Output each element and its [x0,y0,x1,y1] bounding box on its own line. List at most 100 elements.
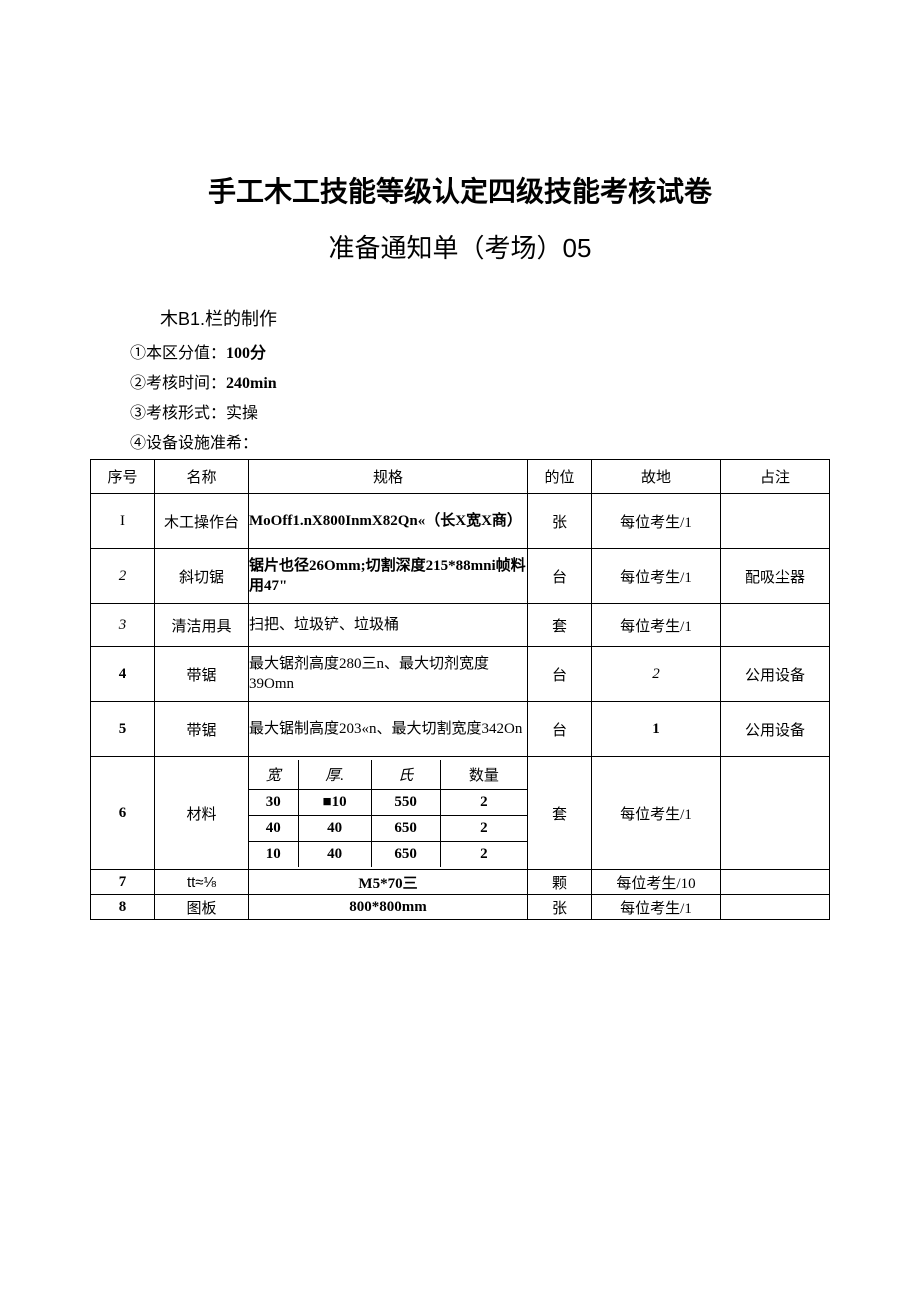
cell-name: 斜切锯 [155,549,249,604]
th-spec: 规格 [249,460,528,494]
cell-name: 带锯 [155,647,249,702]
cell-fault: 每位考生/1 [592,757,721,870]
cell-unit: 颗 [528,870,592,895]
table-row: I 木工操作台 MoOff1.nX800InmX82Qn«（长X宽X商） 张 每… [91,494,830,549]
table-row: 5 带锯 最大锯制高度203«n、最大切割宽度342On 台 1 公用设备 [91,702,830,757]
cell-note: 公用设备 [721,702,830,757]
cell-seq: 5 [91,702,155,757]
table-row: 3 清洁用具 扫把、垃圾铲、垃圾桶 套 每位考生/1 [91,604,830,647]
th-fault: 故地 [592,460,721,494]
cell-name: 木工操作台 [155,494,249,549]
cell-fault: 2 [592,647,721,702]
table-row: 6 材料 宽 厚. 氏 数量 30 ■10 550 2 [91,757,830,870]
cell-name: 图板 [155,895,249,920]
cell-unit: 台 [528,647,592,702]
table-row: 8 图板 800*800mm 张 每位考生/1 [91,895,830,920]
table-row: 7 tt≈⅛ M5*70三 颗 每位考生/10 [91,870,830,895]
info-form-prefix: ③考核形式： [130,405,226,422]
subtable-row: 40 40 650 2 [249,815,527,841]
cell-note [721,870,830,895]
sub-cell: 40 [298,841,371,867]
cell-note [721,895,830,920]
info-time: ②考核时间：240min [130,369,830,393]
th-name: 名称 [155,460,249,494]
cell-note [721,494,830,549]
sub-cell: 650 [371,841,440,867]
cell-note [721,757,830,870]
cell-seq: 6 [91,757,155,870]
cell-spec-text: 最大锯制高度203«n、最大切割宽度342On [249,721,522,737]
equipment-table: 序号 名称 规格 的位 故地 占注 I 木工操作台 MoOff1.nX800In… [90,459,830,920]
subtable-header: 宽 厚. 氏 数量 [249,760,527,790]
cell-name: 清洁用具 [155,604,249,647]
cell-spec: 最大锯剂高度280三n、最大切剂宽度39Omn [249,647,528,702]
cell-spec: MoOff1.nX800InmX82Qn«（长X宽X商） [249,494,528,549]
sub-cell: 40 [298,815,371,841]
cell-spec: 锯片也径26Omm;切割深度215*88mnі帧料用47" [249,549,528,604]
cell-unit: 台 [528,702,592,757]
cell-unit: 套 [528,604,592,647]
cell-note: 公用设备 [721,647,830,702]
sub-th-t: 厚. [298,760,371,790]
cell-unit: 台 [528,549,592,604]
subtable-row: 30 ■10 550 2 [249,789,527,815]
sub-th-w: 宽 [249,760,298,790]
info-score-prefix: ①本区分值： [130,345,226,362]
info-score-value: 100分 [226,345,266,362]
cell-seq: 2 [91,549,155,604]
sub-th-h: 氏 [371,760,440,790]
cell-note [721,604,830,647]
cell-spec-text: MoOff1.nX800InmX82Qn«（长X宽X商） [249,513,522,529]
cell-seq: 8 [91,895,155,920]
cell-seq: I [91,494,155,549]
cell-seq: 3 [91,604,155,647]
subtable-row: 10 40 650 2 [249,841,527,867]
cell-unit: 套 [528,757,592,870]
cell-spec-text: 锯片也径26Omm;切割深度215*88mnі帧料用47" [249,558,526,594]
table-row: 2 斜切锯 锯片也径26Omm;切割深度215*88mnі帧料用47" 台 每位… [91,549,830,604]
cell-unit: 张 [528,895,592,920]
sub-th-q: 数量 [440,760,527,790]
section-heading: 木B1.栏的制作 [160,305,830,331]
sub-cell: 2 [440,789,527,815]
sub-cell: 2 [440,841,527,867]
info-time-value: 240min [226,375,277,392]
material-subtable: 宽 厚. 氏 数量 30 ■10 550 2 40 40 650 [249,760,527,867]
info-time-prefix: ②考核时间： [130,375,226,392]
table-row: 4 带锯 最大锯剂高度280三n、最大切剂宽度39Omn 台 2 公用设备 [91,647,830,702]
cell-name: 带锯 [155,702,249,757]
sub-cell: 550 [371,789,440,815]
sub-cell: 650 [371,815,440,841]
cell-seq: 7 [91,870,155,895]
table-header-row: 序号 名称 规格 的位 故地 占注 [91,460,830,494]
info-score: ①本区分值：100分 [130,339,830,363]
cell-seq: 4 [91,647,155,702]
cell-unit: 张 [528,494,592,549]
cell-spec: M5*70三 [249,870,528,895]
cell-name: tt≈⅛ [155,870,249,895]
th-note: 占注 [721,460,830,494]
cell-fault: 每位考生/1 [592,895,721,920]
page-title-1: 手工木工技能等级认定四级技能考核试卷 [90,170,830,210]
sub-cell: 10 [249,841,298,867]
cell-fault: 每位考生/1 [592,604,721,647]
cell-spec-text: 最大锯剂高度280三n、最大切剂宽度39Omn [249,656,489,692]
info-equip: ④设备设施准希： [130,429,830,453]
info-form-value: 实操 [226,405,258,422]
document-page: 手工木工技能等级认定四级技能考核试卷 准备通知单（考场）05 木B1.栏的制作 … [0,0,920,920]
sub-cell: 2 [440,815,527,841]
sub-cell: ■10 [298,789,371,815]
cell-name: 材料 [155,757,249,870]
cell-spec: 800*800mm [249,895,528,920]
info-form: ③考核形式：实操 [130,399,830,423]
page-title-2: 准备通知单（考场）05 [90,228,830,265]
cell-spec: 扫把、垃圾铲、垃圾桶 [249,604,528,647]
cell-fault: 1 [592,702,721,757]
cell-fault: 每位考生/10 [592,870,721,895]
cell-spec-nested: 宽 厚. 氏 数量 30 ■10 550 2 40 40 650 [249,757,528,870]
th-seq: 序号 [91,460,155,494]
sub-cell: 40 [249,815,298,841]
cell-note: 配吸尘器 [721,549,830,604]
cell-fault: 每位考生/1 [592,494,721,549]
cell-fault: 每位考生/1 [592,549,721,604]
